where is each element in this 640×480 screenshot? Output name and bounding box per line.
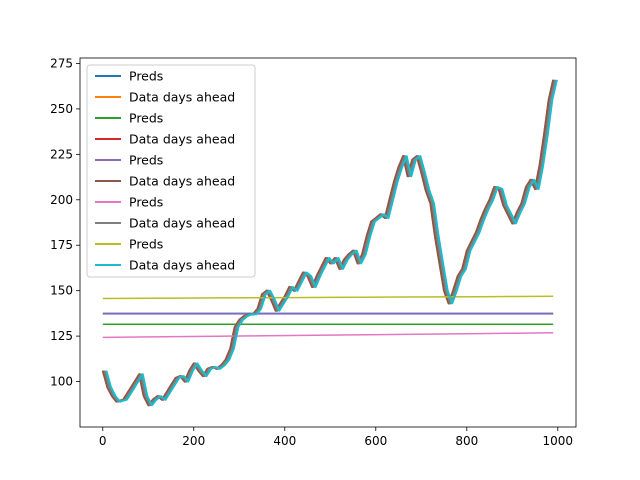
plot-frame xyxy=(79,57,577,428)
x-tick-label: 400 xyxy=(273,434,296,448)
series-line-9 xyxy=(102,295,554,300)
legend: Preds Data days ahead Preds Data days ahead… xyxy=(86,64,256,278)
y-axis: 100 125 150 175 200 225 250 275 xyxy=(50,56,80,389)
legend-label: Data days ahead xyxy=(129,258,235,273)
y-tick-label: 125 xyxy=(50,329,73,343)
y-tick-label: 250 xyxy=(50,102,73,116)
series-line-10 xyxy=(105,79,558,407)
legend-label: Data days ahead xyxy=(129,216,235,231)
y-tick-label: 150 xyxy=(50,284,73,298)
legend-label: Preds xyxy=(129,69,163,84)
legend-label: Data days ahead xyxy=(129,174,235,189)
y-tick-label: 175 xyxy=(50,238,73,252)
series-line-7 xyxy=(102,332,554,339)
legend-label: Preds xyxy=(129,237,163,252)
series-line-8 xyxy=(103,79,557,407)
legend-label: Preds xyxy=(129,111,163,126)
x-tick-label: 0 xyxy=(99,434,107,448)
y-tick-label: 100 xyxy=(50,375,73,389)
series-layer xyxy=(101,79,558,407)
legend-box xyxy=(86,64,256,278)
y-tick-label: 275 xyxy=(50,56,73,70)
legend-label: Preds xyxy=(129,153,163,168)
y-tick-label: 200 xyxy=(50,193,73,207)
x-tick-label: 1000 xyxy=(543,434,574,448)
y-tick-label: 225 xyxy=(50,147,73,161)
x-tick-label: 600 xyxy=(364,434,387,448)
legend-label: Data days ahead xyxy=(129,90,235,105)
legend-label: Data days ahead xyxy=(129,132,235,147)
x-tick-label: 200 xyxy=(182,434,205,448)
x-axis: 0 200 400 600 800 1000 xyxy=(99,427,573,448)
x-tick-label: 800 xyxy=(455,434,478,448)
legend-label: Preds xyxy=(129,195,163,210)
